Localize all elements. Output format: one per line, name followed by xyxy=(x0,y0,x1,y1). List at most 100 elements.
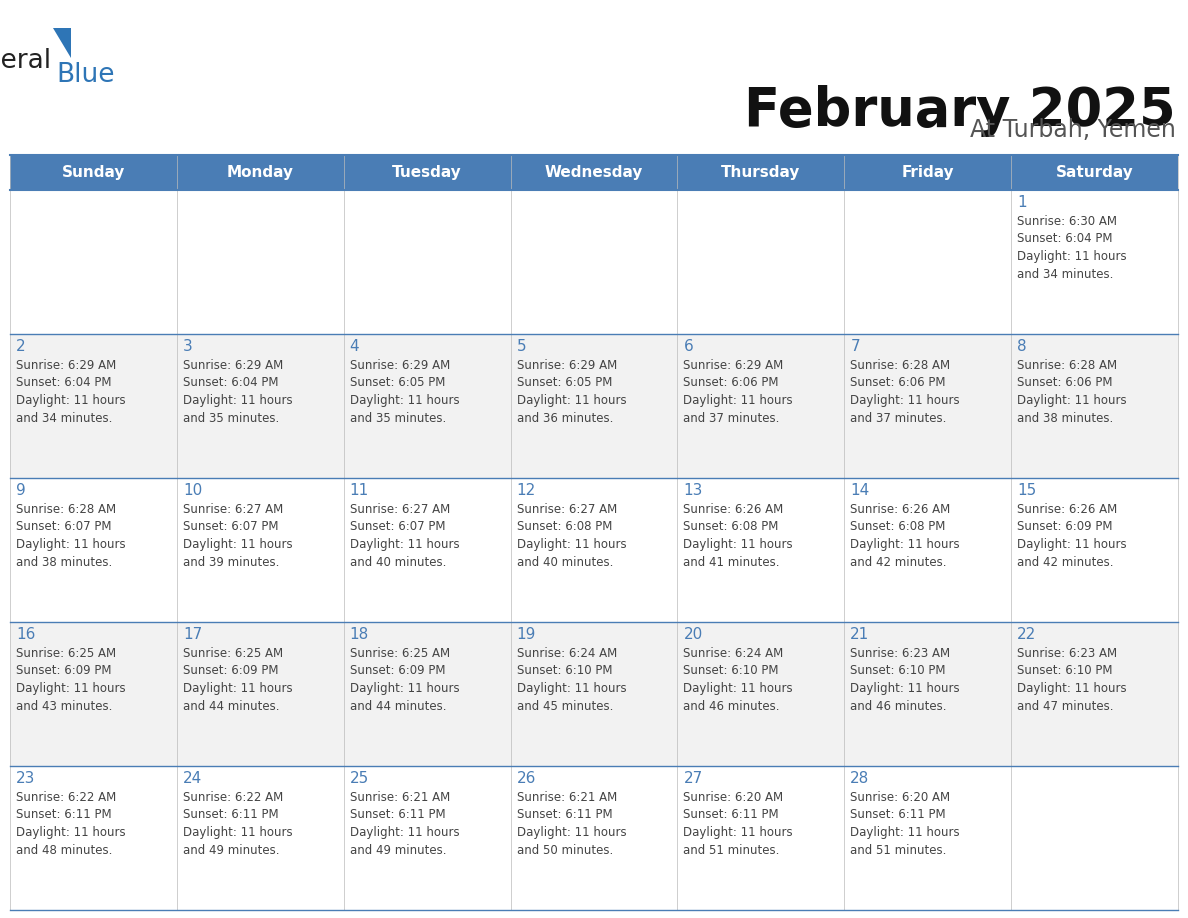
Text: Sunset: 6:05 PM: Sunset: 6:05 PM xyxy=(517,376,612,389)
Text: 8: 8 xyxy=(1017,339,1026,354)
Text: 18: 18 xyxy=(349,627,369,642)
Bar xyxy=(343,478,511,622)
Text: February 2025: February 2025 xyxy=(745,85,1176,137)
Text: Sunset: 6:04 PM: Sunset: 6:04 PM xyxy=(183,376,278,389)
Text: Sunrise: 6:28 AM: Sunrise: 6:28 AM xyxy=(15,503,116,516)
Text: and 36 minutes.: and 36 minutes. xyxy=(517,411,613,424)
Text: 9: 9 xyxy=(15,483,26,498)
Text: Sunrise: 6:29 AM: Sunrise: 6:29 AM xyxy=(683,359,784,372)
Bar xyxy=(845,334,1011,478)
Text: Daylight: 11 hours: Daylight: 11 hours xyxy=(1017,682,1126,695)
Bar xyxy=(1011,478,1178,622)
Text: and 38 minutes.: and 38 minutes. xyxy=(15,555,112,568)
Text: Sunset: 6:09 PM: Sunset: 6:09 PM xyxy=(183,665,278,677)
Text: Saturday: Saturday xyxy=(1056,165,1133,180)
Text: 4: 4 xyxy=(349,339,359,354)
Text: Sunrise: 6:27 AM: Sunrise: 6:27 AM xyxy=(517,503,617,516)
Text: Sunrise: 6:23 AM: Sunrise: 6:23 AM xyxy=(1017,647,1117,660)
Text: and 51 minutes.: and 51 minutes. xyxy=(683,844,779,856)
Text: Daylight: 11 hours: Daylight: 11 hours xyxy=(349,394,460,407)
Text: 5: 5 xyxy=(517,339,526,354)
Text: Sunrise: 6:29 AM: Sunrise: 6:29 AM xyxy=(517,359,617,372)
Bar xyxy=(845,766,1011,910)
Bar xyxy=(10,478,177,622)
Text: and 49 minutes.: and 49 minutes. xyxy=(349,844,447,856)
Text: 16: 16 xyxy=(15,627,36,642)
Text: and 47 minutes.: and 47 minutes. xyxy=(1017,700,1113,712)
Text: Sunset: 6:06 PM: Sunset: 6:06 PM xyxy=(683,376,779,389)
Text: 21: 21 xyxy=(851,627,870,642)
Text: Sunrise: 6:20 AM: Sunrise: 6:20 AM xyxy=(683,791,784,804)
Text: 14: 14 xyxy=(851,483,870,498)
Bar xyxy=(511,766,677,910)
Text: Daylight: 11 hours: Daylight: 11 hours xyxy=(349,682,460,695)
Bar xyxy=(511,190,677,334)
Text: Sunrise: 6:29 AM: Sunrise: 6:29 AM xyxy=(183,359,283,372)
Text: Daylight: 11 hours: Daylight: 11 hours xyxy=(1017,538,1126,551)
Text: Sunrise: 6:21 AM: Sunrise: 6:21 AM xyxy=(517,791,617,804)
Text: Sunset: 6:10 PM: Sunset: 6:10 PM xyxy=(851,665,946,677)
Text: Wednesday: Wednesday xyxy=(545,165,643,180)
Bar xyxy=(10,155,1178,190)
Text: and 42 minutes.: and 42 minutes. xyxy=(1017,555,1113,568)
Bar xyxy=(177,190,343,334)
Text: and 44 minutes.: and 44 minutes. xyxy=(183,700,279,712)
Text: Sunrise: 6:22 AM: Sunrise: 6:22 AM xyxy=(183,791,283,804)
Bar xyxy=(343,190,511,334)
Text: Daylight: 11 hours: Daylight: 11 hours xyxy=(683,682,794,695)
Text: Daylight: 11 hours: Daylight: 11 hours xyxy=(517,394,626,407)
Text: Sunrise: 6:28 AM: Sunrise: 6:28 AM xyxy=(1017,359,1117,372)
Text: Sunset: 6:06 PM: Sunset: 6:06 PM xyxy=(1017,376,1113,389)
Text: Daylight: 11 hours: Daylight: 11 hours xyxy=(15,826,126,839)
Text: and 40 minutes.: and 40 minutes. xyxy=(517,555,613,568)
Text: 24: 24 xyxy=(183,771,202,786)
Bar xyxy=(845,622,1011,766)
Text: Sunrise: 6:25 AM: Sunrise: 6:25 AM xyxy=(15,647,116,660)
Text: and 46 minutes.: and 46 minutes. xyxy=(683,700,781,712)
Text: Sunrise: 6:24 AM: Sunrise: 6:24 AM xyxy=(683,647,784,660)
Text: Daylight: 11 hours: Daylight: 11 hours xyxy=(183,826,292,839)
Text: Sunset: 6:11 PM: Sunset: 6:11 PM xyxy=(683,809,779,822)
Text: Daylight: 11 hours: Daylight: 11 hours xyxy=(683,394,794,407)
Text: Sunset: 6:09 PM: Sunset: 6:09 PM xyxy=(1017,521,1113,533)
Text: Friday: Friday xyxy=(902,165,954,180)
Text: and 35 minutes.: and 35 minutes. xyxy=(349,411,446,424)
Text: and 40 minutes.: and 40 minutes. xyxy=(349,555,446,568)
Text: Sunrise: 6:20 AM: Sunrise: 6:20 AM xyxy=(851,791,950,804)
Text: 23: 23 xyxy=(15,771,36,786)
Text: Sunrise: 6:29 AM: Sunrise: 6:29 AM xyxy=(349,359,450,372)
Text: 27: 27 xyxy=(683,771,702,786)
Text: Sunrise: 6:26 AM: Sunrise: 6:26 AM xyxy=(683,503,784,516)
Text: 22: 22 xyxy=(1017,627,1036,642)
Bar xyxy=(677,190,845,334)
Text: Sunset: 6:11 PM: Sunset: 6:11 PM xyxy=(517,809,612,822)
Text: Daylight: 11 hours: Daylight: 11 hours xyxy=(183,682,292,695)
Text: and 48 minutes.: and 48 minutes. xyxy=(15,844,113,856)
Bar xyxy=(677,478,845,622)
Text: Daylight: 11 hours: Daylight: 11 hours xyxy=(1017,250,1126,263)
Text: and 46 minutes.: and 46 minutes. xyxy=(851,700,947,712)
Text: Sunset: 6:07 PM: Sunset: 6:07 PM xyxy=(15,521,112,533)
Bar xyxy=(677,622,845,766)
Text: Sunset: 6:10 PM: Sunset: 6:10 PM xyxy=(683,665,779,677)
Text: Sunset: 6:11 PM: Sunset: 6:11 PM xyxy=(183,809,278,822)
Text: Sunset: 6:11 PM: Sunset: 6:11 PM xyxy=(851,809,946,822)
Text: Daylight: 11 hours: Daylight: 11 hours xyxy=(15,394,126,407)
Text: Daylight: 11 hours: Daylight: 11 hours xyxy=(183,538,292,551)
Text: 11: 11 xyxy=(349,483,369,498)
Text: Sunset: 6:07 PM: Sunset: 6:07 PM xyxy=(349,521,446,533)
Text: 2: 2 xyxy=(15,339,26,354)
Text: Daylight: 11 hours: Daylight: 11 hours xyxy=(683,826,794,839)
Text: and 34 minutes.: and 34 minutes. xyxy=(1017,267,1113,281)
Text: Sunset: 6:08 PM: Sunset: 6:08 PM xyxy=(683,521,779,533)
Text: Daylight: 11 hours: Daylight: 11 hours xyxy=(15,682,126,695)
Text: Sunday: Sunday xyxy=(62,165,125,180)
Text: 7: 7 xyxy=(851,339,860,354)
Text: Daylight: 11 hours: Daylight: 11 hours xyxy=(517,826,626,839)
Text: Daylight: 11 hours: Daylight: 11 hours xyxy=(349,826,460,839)
Text: Sunset: 6:08 PM: Sunset: 6:08 PM xyxy=(517,521,612,533)
Text: Sunrise: 6:25 AM: Sunrise: 6:25 AM xyxy=(349,647,450,660)
Text: Sunset: 6:09 PM: Sunset: 6:09 PM xyxy=(349,665,446,677)
Bar xyxy=(511,622,677,766)
Bar xyxy=(177,334,343,478)
